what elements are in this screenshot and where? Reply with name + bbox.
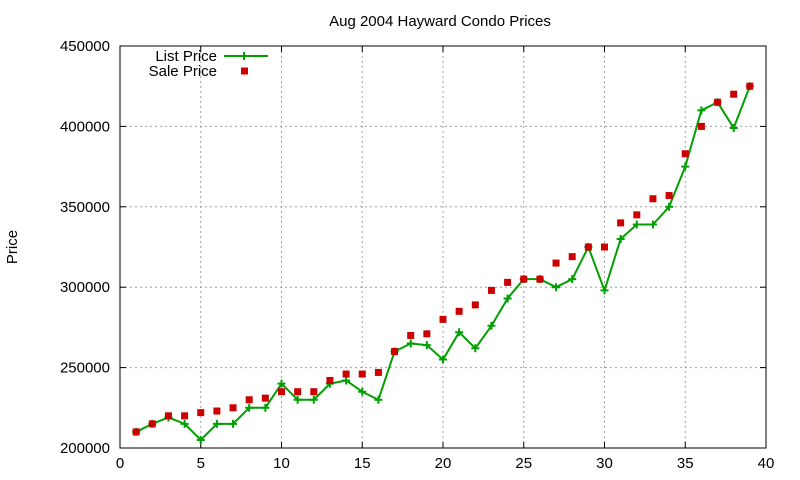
- legend-marker-sale-price: [241, 67, 248, 75]
- sale-price-point: [164, 412, 172, 420]
- sale-price-point: [697, 122, 705, 130]
- list-price-point: [309, 395, 318, 404]
- sale-price-point: [423, 330, 431, 338]
- list-price-point: [439, 355, 447, 364]
- x-tick-label: 25: [515, 455, 532, 472]
- sale-price-point: [552, 259, 560, 267]
- list-price-point: [665, 202, 674, 211]
- x-tick-label: 0: [116, 455, 124, 472]
- sale-price-point: [245, 396, 253, 404]
- sale-price-point: [455, 307, 463, 315]
- sale-price-point: [391, 348, 399, 356]
- sale-price-point: [310, 388, 318, 396]
- sale-price-point: [617, 219, 625, 227]
- sale-price-point: [132, 428, 140, 436]
- sale-price-point: [213, 407, 221, 415]
- y-tick-label: 350000: [60, 199, 110, 216]
- axis-ticks: 0 5 10 15 20 25 30 35 40 200000 250000 300000 350000…: [60, 38, 774, 472]
- sale-price-point: [342, 370, 350, 378]
- x-tick-label: 15: [354, 455, 371, 472]
- list-price-point: [729, 124, 738, 133]
- y-tick-label: 400000: [60, 118, 110, 135]
- legend-label-list-price: List Price: [155, 48, 217, 65]
- sale-price-point: [504, 278, 512, 286]
- legend-marker-list-price: [240, 52, 248, 60]
- sale-price-point: [730, 90, 738, 98]
- sale-price-point: [487, 286, 495, 294]
- y-tick-label: 300000: [60, 279, 110, 296]
- list-price-point: [455, 328, 464, 337]
- sale-price-point: [649, 195, 657, 203]
- sale-price-point: [148, 420, 156, 428]
- x-tick-label: 40: [758, 455, 775, 472]
- x-tick-label: 5: [197, 455, 205, 472]
- sale-price-point: [294, 388, 302, 396]
- sale-price-point: [568, 253, 576, 261]
- legend: List Price Sale Price: [149, 48, 268, 80]
- sale-price-point: [584, 243, 592, 251]
- x-tick-label: 20: [435, 455, 452, 472]
- y-tick-label: 450000: [60, 38, 110, 55]
- sale-price-point: [439, 315, 447, 323]
- list-price-point: [422, 341, 431, 350]
- sale-price-point: [633, 211, 641, 219]
- sale-price-point: [278, 388, 285, 396]
- sale-price-point: [374, 368, 382, 376]
- sale-price-point: [471, 301, 479, 309]
- list-price-point: [681, 162, 690, 171]
- sale-price-point: [665, 192, 673, 200]
- sale-price-point: [197, 409, 205, 417]
- y-tick-label: 200000: [60, 440, 110, 457]
- list-price-point: [632, 220, 641, 229]
- list-price-point: [568, 275, 577, 284]
- sale-price-point: [681, 150, 689, 158]
- sale-price-point: [261, 394, 269, 402]
- sale-price-point: [181, 412, 189, 420]
- list-price-point: [616, 234, 625, 243]
- chart-title: Aug 2004 Hayward Condo Prices: [329, 13, 551, 30]
- list-price-point: [600, 286, 609, 295]
- sale-price-point: [746, 82, 754, 90]
- list-price-point: [552, 283, 561, 292]
- sale-price-point: [358, 370, 366, 378]
- list-price-point: [406, 339, 415, 348]
- list-price-point: [374, 395, 383, 404]
- y-tick-label: 250000: [60, 360, 110, 377]
- sale-price-point: [520, 275, 528, 283]
- list-price-point: [261, 403, 270, 412]
- list-price-point: [487, 321, 496, 330]
- list-price-point: [277, 379, 286, 388]
- y-axis-label: Price: [4, 230, 21, 264]
- grid-lines: [120, 46, 766, 448]
- x-tick-label: 30: [596, 455, 613, 472]
- list-price-point: [342, 376, 351, 385]
- sale-price-point: [326, 376, 334, 384]
- list-price-point: [245, 403, 254, 412]
- list-price-point: [697, 106, 706, 115]
- legend-label-sale-price: Sale Price: [149, 63, 217, 80]
- sale-price-point: [536, 275, 544, 283]
- list-price-point: [358, 387, 367, 396]
- sale-price-point: [407, 331, 415, 339]
- list-price-point: [212, 419, 221, 428]
- sale-price-point: [601, 243, 608, 251]
- list-price-point: [648, 220, 657, 229]
- list-price-point: [229, 419, 238, 428]
- list-price-point: [196, 435, 205, 444]
- list-price-point: [180, 419, 189, 428]
- list-price-point: [471, 344, 480, 353]
- series-layer: [132, 82, 754, 444]
- x-tick-label: 10: [273, 455, 290, 472]
- sale-price-point: [229, 404, 237, 412]
- list-price-point: [293, 395, 302, 404]
- sale-price-point: [714, 98, 722, 106]
- x-tick-label: 35: [677, 455, 694, 472]
- list-price-point: [503, 294, 512, 303]
